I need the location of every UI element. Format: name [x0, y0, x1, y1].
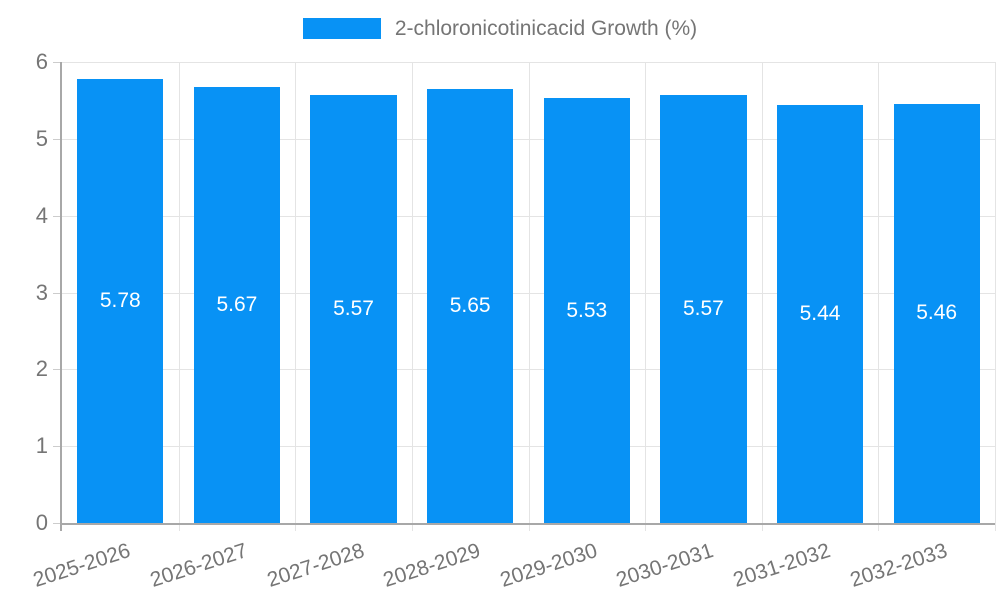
bar-slot: 5.57 — [645, 62, 762, 523]
gridline-vertical — [411, 62, 413, 531]
bar-slot: 5.67 — [179, 62, 296, 523]
legend-swatch-icon — [302, 18, 381, 39]
bar-value-label: 5.57 — [333, 297, 374, 321]
bar-value-label: 5.67 — [216, 293, 258, 317]
bar-2028-2029[interactable]: 5.65 — [427, 88, 514, 523]
gridline-vertical — [178, 62, 180, 531]
y-axis-line — [60, 62, 62, 531]
y-tick-label: 6 — [35, 49, 48, 74]
gridline-vertical — [761, 62, 763, 531]
bar-slot: 5.78 — [62, 62, 179, 523]
bar-slot: 5.46 — [878, 62, 995, 523]
y-tick-label: 3 — [35, 279, 48, 305]
bar-value-label: 5.57 — [682, 297, 724, 321]
bar-2027-2028[interactable]: 5.57 — [310, 95, 397, 523]
gridline-vertical — [295, 62, 297, 531]
bar-value-label: 5.78 — [99, 288, 141, 312]
plot-area: 5.78 5.67 5.57 5.65 5.53 5.57 5.44 5.46 — [53, 62, 996, 531]
bar-slot: 5.44 — [762, 62, 879, 523]
legend-label: 2-chloronicotinicacid Growth (%) — [394, 17, 698, 40]
bar-2032-2033[interactable]: 5.46 — [893, 103, 980, 523]
bar-slot: 5.53 — [529, 62, 646, 523]
y-tick-label: 0 — [35, 510, 48, 535]
y-tick-mark — [53, 292, 61, 294]
gridline-vertical — [995, 62, 996, 531]
bar-2025-2026[interactable]: 5.78 — [77, 78, 164, 523]
bar-value-label: 5.46 — [916, 301, 958, 325]
bar-2030-2031[interactable]: 5.57 — [660, 95, 747, 523]
bar-slot: 5.65 — [412, 62, 529, 523]
y-tick-mark — [53, 62, 61, 63]
y-tick-label: 2 — [35, 356, 48, 382]
bar-value-label: 5.44 — [799, 302, 841, 326]
gridline-vertical — [528, 62, 530, 531]
bar-2029-2030[interactable]: 5.53 — [543, 98, 630, 523]
bar-2031-2032[interactable]: 5.44 — [776, 105, 864, 523]
y-tick-mark — [53, 138, 61, 140]
gridline-vertical — [878, 62, 880, 531]
y-tick-mark — [53, 215, 61, 217]
bar-2026-2027[interactable]: 5.67 — [193, 87, 281, 523]
x-axis-labels: 2025-2026 2026-2027 2027-2028 2028-2029 2029… — [31, 523, 995, 600]
legend[interactable]: 2-chloronicotinicacid Growth (%) — [0, 18, 1000, 39]
y-tick-mark — [53, 369, 61, 371]
y-tick-label: 5 — [35, 125, 48, 151]
y-tick-label: 1 — [35, 433, 48, 459]
y-tick-mark — [53, 523, 61, 524]
bar-slot: 5.57 — [295, 62, 412, 523]
bar-value-label: 5.53 — [566, 298, 608, 322]
bar-value-label: 5.65 — [449, 293, 491, 317]
gridline-vertical — [645, 62, 647, 531]
y-tick-label: 4 — [35, 202, 48, 228]
y-axis-labels: 0 1 2 3 4 5 6 — [0, 51, 48, 534]
x-axis-line — [60, 523, 995, 525]
y-tick-mark — [53, 446, 61, 448]
